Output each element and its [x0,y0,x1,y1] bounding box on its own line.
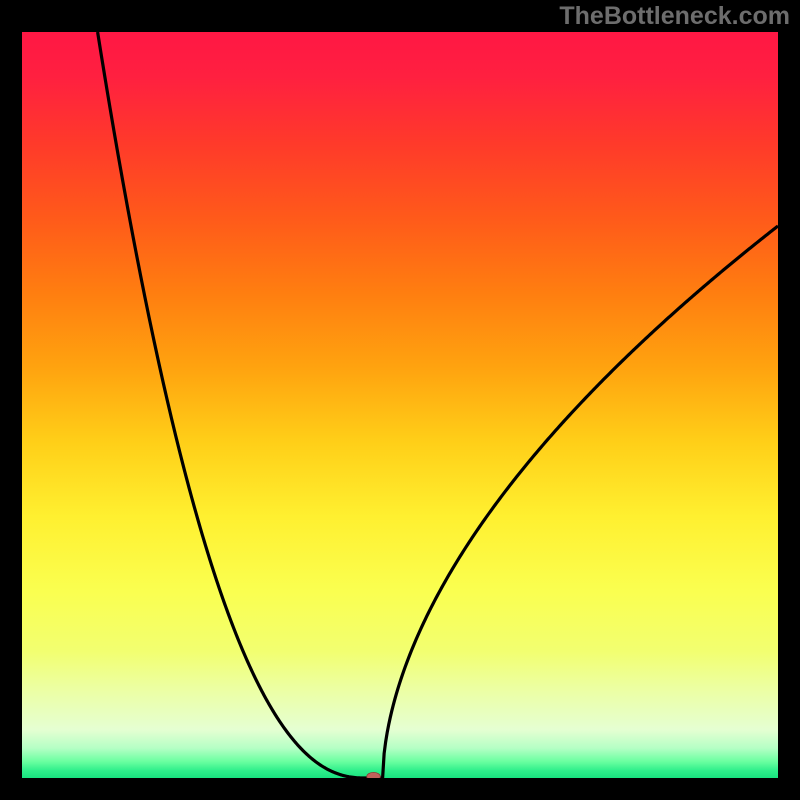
plot-area [22,32,778,778]
optimal-marker [367,772,381,778]
watermark-text: TheBottleneck.com [559,2,790,31]
chart-frame: TheBottleneck.com [0,0,800,800]
plot-svg [22,32,778,778]
gradient-background [22,32,778,778]
